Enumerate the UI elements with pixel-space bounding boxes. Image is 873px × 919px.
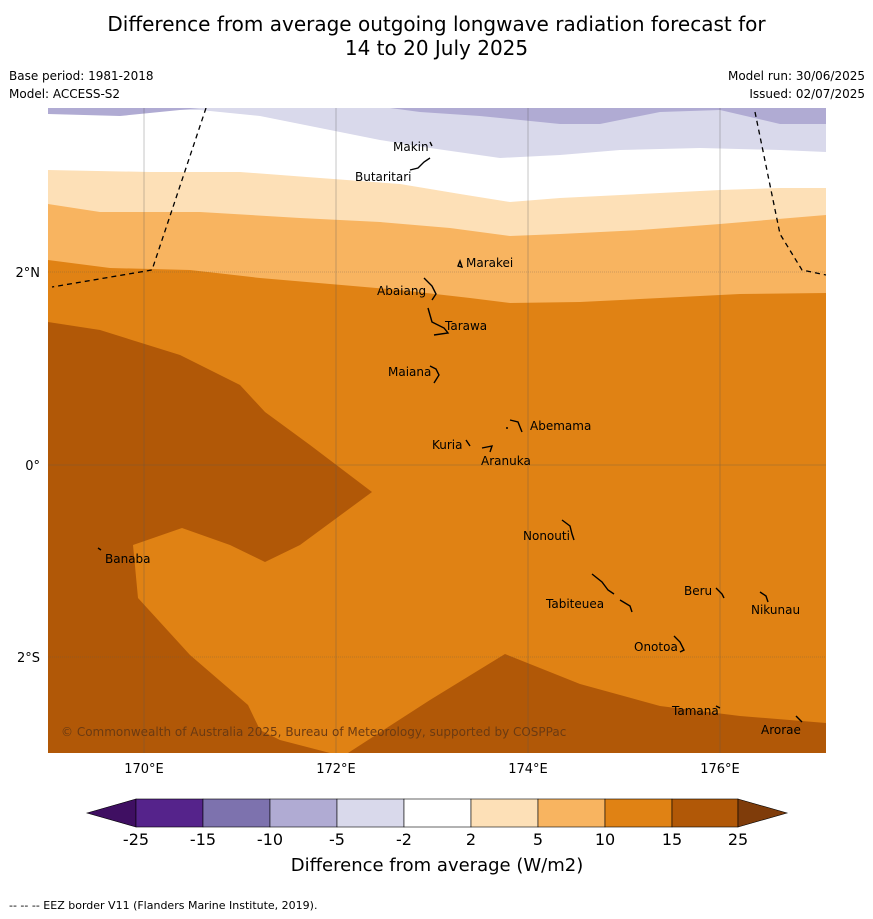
label-tabiteuea: Tabiteuea — [545, 597, 604, 611]
eez-footer-note: -- -- -- EEZ border V11 (Flanders Marine… — [9, 899, 318, 912]
colorbar-segment — [336, 798, 405, 828]
copyright: © Commonwealth of Australia 2025, Bureau… — [61, 725, 566, 739]
islands — [97, 141, 803, 723]
label-onotoa: Onotoa — [634, 640, 678, 654]
map-area: Makin Butaritari Marakei Abaiang Tarawa … — [48, 108, 826, 753]
label-nikunau: Nikunau — [751, 603, 800, 617]
colorbar-segment — [470, 798, 539, 828]
island-abemama — [506, 419, 523, 433]
label-arorae: Arorae — [761, 723, 801, 737]
colorbar-segment — [269, 798, 338, 828]
band-dark-brown-south — [348, 654, 826, 753]
place-labels: Makin Butaritari Marakei Abaiang Tarawa … — [105, 140, 801, 737]
eez-border — [51, 108, 826, 288]
colorbar-tick: 10 — [595, 830, 615, 849]
label-abaiang: Abaiang — [377, 284, 426, 298]
colorbar-segment — [403, 798, 472, 828]
island-kuria — [465, 439, 471, 447]
grid — [48, 108, 826, 753]
colorbar-tick: -25 — [123, 830, 149, 849]
colorbar-tick: -10 — [257, 830, 283, 849]
band-dark-brown-west — [48, 322, 372, 753]
base-period: Base period: 1981-2018 — [9, 69, 154, 83]
island-tamana — [715, 705, 721, 709]
lon-label-174e: 174°E — [508, 762, 548, 777]
title-line-1: Difference from average outgoing longwav… — [107, 12, 766, 36]
label-kuria: Kuria — [432, 438, 463, 452]
colorbar-tick: 5 — [533, 830, 543, 849]
island-beru — [715, 587, 725, 599]
colorbar-segment — [671, 798, 739, 828]
issued-date: Issued: 02/07/2025 — [749, 87, 865, 101]
colorbar-segment — [604, 798, 673, 828]
colorbar-ticks: -25 -15 -10 -5 -2 2 5 10 15 25 — [123, 830, 748, 849]
band-lavender — [48, 108, 826, 158]
label-butaritari: Butaritari — [355, 170, 412, 184]
island-arorae — [795, 715, 803, 723]
lat-label-2s: 2°S — [17, 651, 40, 666]
colorbar-tick: -15 — [190, 830, 216, 849]
island-maiana — [429, 365, 440, 384]
meta-left: Base period: 1981-2018 Model: ACCESS-S2 — [9, 67, 154, 103]
colorbar — [85, 798, 789, 828]
lat-label-2n: 2°N — [16, 266, 41, 281]
colorbar-extend-low — [85, 798, 137, 828]
colorbar-tick: -2 — [396, 830, 412, 849]
label-tarawa: Tarawa — [444, 319, 487, 333]
band-purple — [390, 108, 826, 124]
meta-right: Model run: 30/06/2025 Issued: 02/07/2025 — [728, 67, 865, 103]
label-beru: Beru — [684, 584, 712, 598]
colorbar-tick: 25 — [728, 830, 748, 849]
lat-label-0: 0° — [25, 459, 40, 474]
model-name: Model: ACCESS-S2 — [9, 87, 121, 101]
island-nikunau — [759, 591, 769, 603]
colorbar-title: Difference from average (W/m2) — [291, 855, 583, 876]
island-tabiteuea — [591, 573, 633, 613]
island-banaba — [97, 547, 102, 551]
model-run: Model run: 30/06/2025 — [727, 69, 865, 83]
colorbar-tick: 15 — [662, 830, 682, 849]
label-maiana: Maiana — [388, 365, 431, 379]
label-tamana: Tamana — [671, 704, 719, 718]
lon-label-170e: 170°E — [124, 762, 164, 777]
label-nonouti: Nonouti — [523, 529, 570, 543]
lon-label-176e: 176°E — [700, 762, 740, 777]
axis-labels: 2°N 0° 2°S 170°E 172°E 174°E 176°E — [16, 266, 740, 777]
island-onotoa — [673, 635, 685, 653]
label-aranuka: Aranuka — [481, 454, 531, 468]
label-banaba: Banaba — [105, 552, 151, 566]
island-tarawa — [427, 307, 450, 336]
island-makin — [429, 141, 433, 147]
colorbar-segment — [202, 798, 271, 828]
label-marakei: Marakei — [466, 256, 513, 270]
band-purple-left — [48, 108, 200, 116]
island-nonouti — [561, 519, 575, 541]
map-title: Difference from average outgoing longwav… — [0, 12, 873, 60]
lon-label-172e: 172°E — [316, 762, 356, 777]
colorbar-segment — [135, 798, 204, 828]
label-abemama: Abemama — [530, 419, 591, 433]
island-butaritari — [409, 157, 431, 171]
title-line-2: 14 to 20 July 2025 — [344, 36, 529, 60]
colorbar-extend-high — [737, 798, 789, 828]
label-makin: Makin — [393, 140, 429, 154]
island-abaiang — [423, 277, 437, 301]
island-marakei — [457, 258, 464, 268]
band-orange — [48, 260, 826, 753]
island-aranuka — [481, 445, 494, 453]
colorbar-tick: 2 — [466, 830, 476, 849]
colorbar-segment — [537, 798, 606, 828]
colorbar-tick: -5 — [329, 830, 345, 849]
